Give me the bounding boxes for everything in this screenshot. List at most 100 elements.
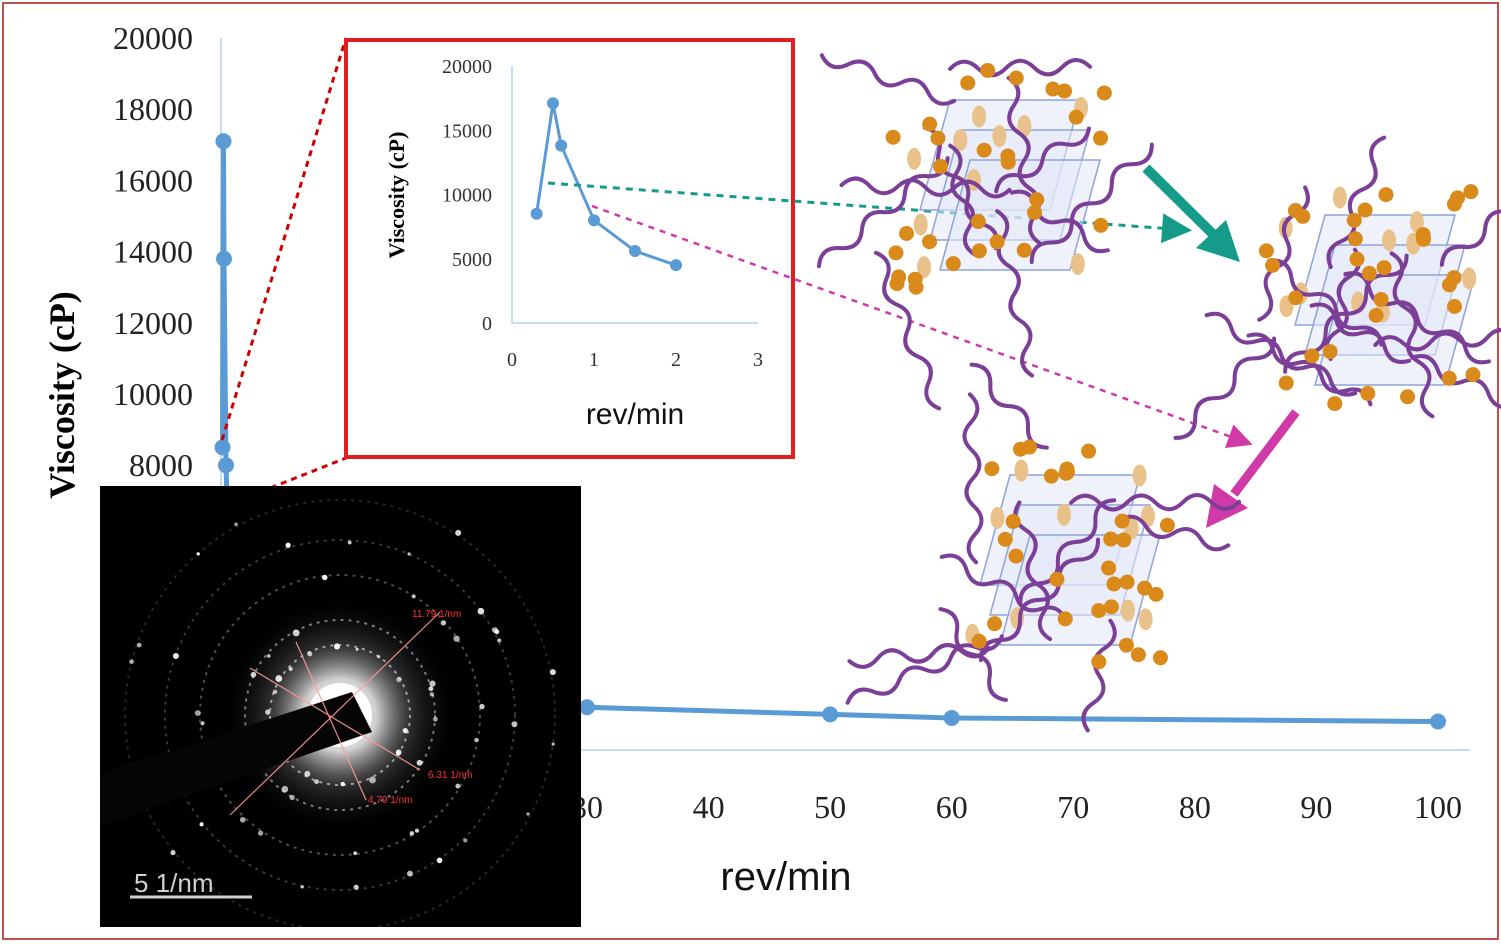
particle-light xyxy=(990,506,1005,529)
diffraction-spot xyxy=(321,574,328,581)
diffraction-spot xyxy=(474,737,479,743)
polymer-chain xyxy=(839,176,1012,199)
inset-data-point xyxy=(530,207,543,220)
inset-y-axis-label: Viscosity (cP) xyxy=(384,132,409,259)
particle-light xyxy=(1332,186,1347,209)
particle xyxy=(907,271,923,287)
main-data-point xyxy=(943,709,960,726)
particle xyxy=(1357,202,1373,218)
diffraction-spot xyxy=(250,671,257,678)
diffraction-spot xyxy=(314,779,319,784)
diffraction-spot xyxy=(288,666,293,672)
beam-stop xyxy=(100,692,372,826)
diffraction-spot xyxy=(440,620,447,626)
polymer-chain xyxy=(816,156,950,269)
particle xyxy=(1130,647,1146,663)
inset-chart: 0 5000 10000 15000 20000 0 1 2 3 Viscosity (cP)… xyxy=(344,38,795,459)
diffraction-spot xyxy=(194,710,201,716)
main-x-tick-label: 100 xyxy=(1414,789,1462,825)
main-chart: 20000 18000 16000 14000 12000 10000 8000 3 0 40 5… xyxy=(42,20,1470,899)
main-y-tick-labels: 20000 18000 16000 14000 12000 10000 8000 xyxy=(113,20,193,483)
inset-data-point xyxy=(629,245,641,258)
particle xyxy=(1368,307,1384,323)
particle xyxy=(1008,70,1024,86)
measurement-lines xyxy=(229,611,441,816)
inset-x-tick-label: 2 xyxy=(671,349,681,371)
particle xyxy=(1000,154,1016,170)
main-y-tick-label: 10000 xyxy=(113,376,193,412)
particle xyxy=(1376,260,1392,276)
particle xyxy=(1093,130,1109,146)
particle-light xyxy=(1017,115,1032,138)
diffraction-spot xyxy=(494,629,500,635)
polymer-chain xyxy=(1204,311,1358,397)
particle xyxy=(1106,576,1122,592)
diffraction-rings xyxy=(124,499,556,931)
polymer-chain xyxy=(1029,142,1154,265)
main-x-tick-label: 80 xyxy=(1179,789,1211,825)
particle xyxy=(922,234,938,250)
polymer-chain xyxy=(847,643,991,669)
particle xyxy=(1103,599,1119,615)
particle xyxy=(1057,611,1073,627)
magenta-solid-arrow xyxy=(1230,409,1300,497)
particle xyxy=(1119,574,1135,590)
diffraction-spot xyxy=(272,689,278,695)
diffraction-ring xyxy=(269,644,411,786)
inset-series-line xyxy=(535,101,677,267)
particle xyxy=(922,116,938,132)
main-data-point xyxy=(579,699,595,716)
main-data-point xyxy=(218,457,234,474)
polymer-chain xyxy=(1173,336,1277,440)
main-y-axis-label: Viscosity (cP) xyxy=(42,291,82,499)
particle-light xyxy=(992,125,1007,148)
main-y-tick-label: 20000 xyxy=(113,20,193,56)
particle xyxy=(971,243,987,259)
particle xyxy=(997,531,1013,547)
particle-light xyxy=(917,256,932,279)
main-y-tick-label: 14000 xyxy=(113,234,193,270)
polymer-particle-schematic-initial xyxy=(816,53,1154,411)
diffraction-annotation-2: 6.31 1/nm xyxy=(428,770,472,781)
diffraction-spot xyxy=(265,709,271,715)
diffraction-spot xyxy=(407,552,411,556)
particle xyxy=(889,276,905,292)
particle xyxy=(1265,257,1281,273)
diffraction-spot xyxy=(369,776,376,784)
diffraction-spots xyxy=(127,522,556,890)
particle xyxy=(1137,580,1153,596)
diffraction-spot xyxy=(353,884,359,890)
particle xyxy=(1049,571,1065,587)
diffraction-spot xyxy=(129,659,134,664)
main-data-point xyxy=(215,133,232,150)
particle xyxy=(1114,513,1130,529)
particle-light xyxy=(1057,503,1072,526)
zoom-line-bottom xyxy=(239,456,347,502)
polymer-chain xyxy=(969,362,1049,450)
main-y-tick-label: 16000 xyxy=(113,162,193,198)
diffraction-spot xyxy=(409,831,415,836)
particle-light xyxy=(907,147,922,170)
polymer-chain xyxy=(1081,618,1117,733)
particle-light xyxy=(913,213,928,236)
particle xyxy=(945,256,961,272)
particle xyxy=(933,158,949,174)
polymer-chain xyxy=(948,143,978,257)
main-x-axis-label: rev/min xyxy=(720,855,851,899)
particle-light xyxy=(1382,229,1397,252)
particle-light xyxy=(1132,464,1147,487)
particle-light xyxy=(1409,211,1424,234)
polymer-chain xyxy=(962,392,984,565)
diffraction-annotation-1: 11.79 1/nm xyxy=(412,609,461,620)
particle xyxy=(1304,348,1320,364)
magenta-solid-arrow-head xyxy=(1206,484,1248,528)
polymer-chain xyxy=(1324,247,1362,362)
magenta-dashed-arrow xyxy=(591,204,1253,448)
particle xyxy=(1081,443,1097,459)
diffraction-spot xyxy=(200,721,205,726)
diffraction-spot xyxy=(257,830,264,836)
particle xyxy=(1415,227,1431,243)
diffraction-spot xyxy=(436,857,443,864)
particle xyxy=(1373,292,1389,308)
particle xyxy=(1378,187,1394,203)
